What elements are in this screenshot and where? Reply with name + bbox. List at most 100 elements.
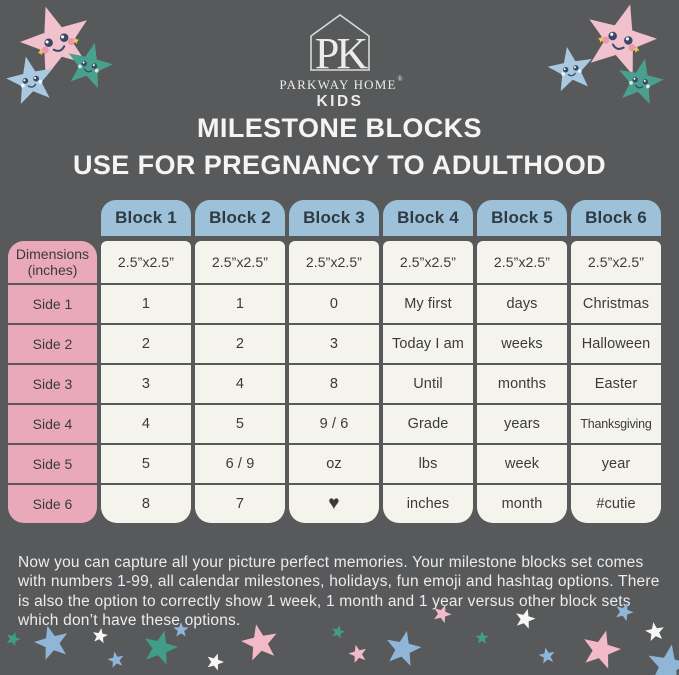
star-icon [139,626,182,667]
brand-name: PARKWAY HOME [279,77,396,92]
table-cell: Thanksgiving [571,405,661,443]
table-cell: 2.5”x2.5” [289,241,379,283]
column-header-block-3: Block 3 [289,200,379,236]
table-cell: 3 [289,325,379,363]
blue-smiling-star-icon [544,42,597,93]
table-cell: 9 / 6 [289,405,379,443]
table-cell: 7 [195,485,285,523]
table-cell: year [571,445,661,483]
table-cell: Grade [383,405,473,443]
table-cell: 6 / 9 [195,445,285,483]
logo-monogram: PK [314,29,367,78]
row-label-side-5: Side 5 [8,445,97,483]
pink-smiling-star-icon [577,0,665,79]
table-cell: 2.5”x2.5” [195,241,285,283]
table-cell: 2.5”x2.5” [101,241,191,283]
star-icon [173,622,189,637]
block-column-4: Block 4 2.5”x2.5” My first Today I am Un… [383,200,473,523]
table-cell: 8 [289,365,379,403]
title-line-2: USE FOR PREGNANCY TO ADULTHOOD [72,150,607,180]
table-cell: 5 [195,405,285,443]
milestone-blocks-table: Dimensions (inches) Side 1 Side 2 Side 3… [8,200,661,523]
table-cell: 3 [101,365,191,403]
dimensions-label-line1: Dimensions [15,246,90,262]
star-icon [238,620,281,662]
table-cell: 4 [101,405,191,443]
row-label-side-3: Side 3 [8,365,97,403]
table-cell: month [477,485,567,523]
registered-mark: ® [397,75,403,83]
heart-icon: ♥ [289,485,379,523]
sub-brand: KIDS [316,93,363,110]
table-cell: #cutie [571,485,661,523]
table-cell: Until [383,365,473,403]
star-icon [4,629,23,648]
table-cell: 2.5”x2.5” [383,241,473,283]
star-icon [537,646,557,665]
table-cell: 1 [195,285,285,323]
star-icon [91,626,109,644]
star-icon [382,627,425,668]
block-column-1: Block 1 2.5”x2.5” 1 2 3 4 5 8 [101,200,191,523]
star-icon [612,600,636,623]
column-header-block-6: Block 6 [571,200,661,236]
table-cell: Halloween [571,325,661,363]
block-column-6: Block 6 2.5”x2.5” Christmas Halloween Ea… [571,200,661,523]
column-header-block-1: Block 1 [101,200,191,236]
star-icon [578,625,625,671]
table-cell: 2.5”x2.5” [571,241,661,283]
star-icon [106,650,126,669]
table-cell: 8 [101,485,191,523]
row-label-side-6: Side 6 [8,485,97,523]
bottom-stars-band [4,600,679,675]
table-cell: lbs [383,445,473,483]
star-icon [475,631,489,644]
star-icon [30,621,73,662]
star-icon [430,601,454,625]
row-labels-column: Dimensions (inches) Side 1 Side 2 Side 3… [8,241,97,523]
table-cell: 4 [195,365,285,403]
table-cell: 2 [101,325,191,363]
star-icon [513,606,538,630]
table-cell: oz [289,445,379,483]
top-right-star-cluster [544,0,668,106]
table-cell: My first [383,285,473,323]
table-cell: 0 [289,285,379,323]
row-label-side-1: Side 1 [8,285,97,323]
block-column-5: Block 5 2.5”x2.5” days weeks months year… [477,200,567,523]
column-header-block-4: Block 4 [383,200,473,236]
table-cell: 2 [195,325,285,363]
star-icon [643,620,666,642]
table-cell: months [477,365,567,403]
table-cell: 5 [101,445,191,483]
table-cell: Easter [571,365,661,403]
house-outline-icon [309,14,370,71]
page-title: MILESTONE BLOCKS USE FOR PREGNANCY TO AD… [0,114,679,180]
star-icon [204,650,226,672]
row-label-dimensions: Dimensions (inches) [8,241,97,283]
dimensions-label-line2: (inches) [27,262,78,278]
star-icon [346,642,369,664]
row-label-side-2: Side 2 [8,325,97,363]
column-header-block-2: Block 2 [195,200,285,236]
table-cell: inches [383,485,473,523]
table-cell: week [477,445,567,483]
table-cell: Christmas [571,285,661,323]
table-cell: days [477,285,567,323]
table-cell: 2.5”x2.5” [477,241,567,283]
brand-logo: PK PARKWAY HOME ® KIDS [279,14,403,110]
description-text: Now you can capture all your picture per… [18,553,660,630]
title-line-1: MILESTONE BLOCKS [197,113,482,143]
block-column-2: Block 2 2.5”x2.5” 1 2 4 5 6 / 9 7 [195,200,285,523]
column-header-block-5: Block 5 [477,200,567,236]
table-cell: Today I am [383,325,473,363]
row-label-side-4: Side 4 [8,405,97,443]
table-cell: weeks [477,325,567,363]
star-icon [644,640,679,675]
table-cell: years [477,405,567,443]
table-cell: 1 [101,285,191,323]
star-icon [330,623,347,640]
top-left-star-cluster [2,0,117,106]
block-column-3: Block 3 2.5”x2.5” 0 3 8 9 / 6 oz ♥ [289,200,379,523]
